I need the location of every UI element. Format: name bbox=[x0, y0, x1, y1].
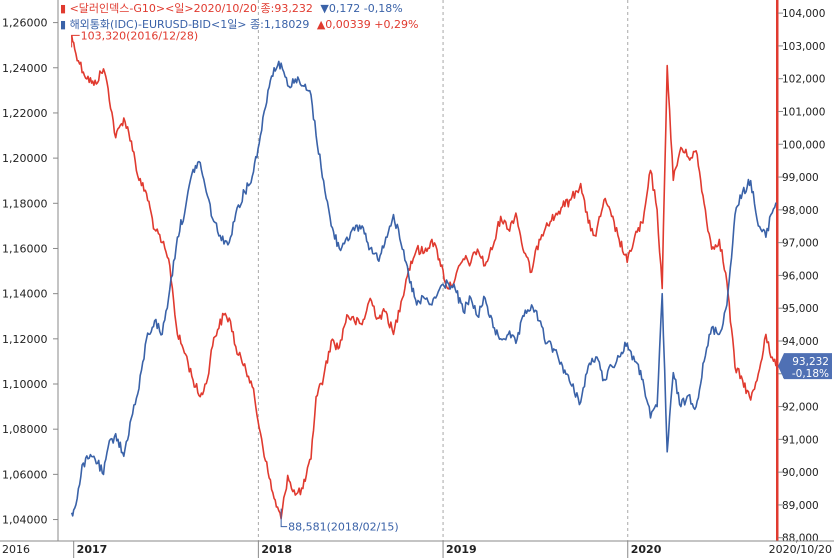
left-tick-label: 1,24000 bbox=[2, 62, 48, 75]
series-layer bbox=[70, 35, 777, 520]
x-tick-label: 2019 bbox=[446, 543, 477, 556]
right-tick-label: 101,000 bbox=[782, 106, 825, 118]
low-annotation-marker bbox=[280, 508, 288, 528]
right-tick-label: 96,000 bbox=[782, 270, 819, 282]
high-annotation-marker bbox=[71, 34, 80, 48]
right-tick-label: 103,000 bbox=[782, 41, 825, 53]
last-value-badge-value: 93,232 bbox=[792, 356, 829, 368]
left-tick-label: 1,08000 bbox=[2, 423, 48, 436]
right-tick-label: 104,000 bbox=[782, 8, 825, 20]
series-line-dollar-index bbox=[70, 35, 777, 520]
right-tick-label: 92,000 bbox=[782, 402, 819, 414]
annotation-layer: 103,320(2016/12/28) 88,581(2018/02/15) bbox=[71, 29, 399, 534]
left-tick-label: 1,14000 bbox=[2, 288, 48, 301]
x-axis: 2016 2017 2018 2019 2020 2020/10/20 bbox=[0, 540, 834, 558]
right-axis-line bbox=[776, 0, 779, 541]
legend-text-dollar-index: <달러인덱스-G10><일>2020/10/20 종:93,232 bbox=[70, 1, 313, 15]
left-tick-label: 1,16000 bbox=[2, 242, 48, 255]
series-line-eurusd bbox=[70, 60, 777, 517]
left-tick-label: 1,04000 bbox=[2, 514, 48, 527]
high-annotation-label: 103,320(2016/12/28) bbox=[81, 29, 198, 42]
x-tick-label: 2017 bbox=[77, 543, 108, 556]
right-tick-label: 89,000 bbox=[782, 500, 819, 512]
legend: ▮ <달러인덱스-G10><일>2020/10/20 종:93,232 ▼0,1… bbox=[60, 1, 418, 31]
left-tick-label: 1,12000 bbox=[2, 333, 48, 346]
x-tick-label: 2016 bbox=[2, 543, 30, 556]
legend-marker-dollar-index: ▮ bbox=[60, 2, 66, 15]
right-tick-label: 100,000 bbox=[782, 139, 825, 151]
right-tick-label: 102,000 bbox=[782, 74, 825, 86]
left-tick-label: 1,10000 bbox=[2, 378, 48, 391]
right-tick-label: 90,000 bbox=[782, 467, 819, 479]
left-tick-label: 1,26000 bbox=[2, 17, 48, 30]
last-value-badge: 93,232 -0,18% bbox=[778, 353, 832, 380]
x-tick-label: 2020 bbox=[631, 543, 662, 556]
legend-text-eurusd: 해외통화(IDC)-EURUSD-BID<1일> 종:1,18029 bbox=[70, 17, 310, 31]
legend-change-eurusd: ▲0,00339 +0,29% bbox=[317, 18, 419, 31]
right-tick-label: 88,000 bbox=[782, 533, 819, 545]
right-tick-label: 98,000 bbox=[782, 205, 819, 217]
right-tick-label: 94,000 bbox=[782, 336, 819, 348]
last-value-badge-shape bbox=[778, 353, 832, 380]
right-tick-label: 99,000 bbox=[782, 172, 819, 184]
svg-text:▮ 해외통화(IDC)-EURUSD-BID<1: ▮ 해외통화(IDC)-EURUSD-BID<1일> 종:1,18029 ▲0,… bbox=[60, 17, 418, 31]
right-tick-label: 95,000 bbox=[782, 303, 819, 315]
legend-marker-eurusd: ▮ bbox=[60, 18, 66, 31]
x-tick-label: 2018 bbox=[261, 543, 292, 556]
left-tick-label: 1,18000 bbox=[2, 197, 48, 210]
low-annotation-label: 88,581(2018/02/15) bbox=[288, 521, 398, 534]
right-tick-label: 91,000 bbox=[782, 434, 819, 446]
x-tick-label: 2020/10/20 bbox=[769, 543, 832, 556]
left-axis: 1,26000 1,24000 1,22000 1,20000 1,18000 1,160… bbox=[2, 0, 59, 541]
left-tick-label: 1,22000 bbox=[2, 107, 48, 120]
right-tick-label: 97,000 bbox=[782, 238, 819, 250]
left-tick-label: 1,20000 bbox=[2, 152, 48, 165]
legend-change-dollar-index: ▼0,172 -0,18% bbox=[320, 2, 402, 15]
svg-text:▮ <달러인덱스-G10><일>2020/10/: ▮ <달러인덱스-G10><일>2020/10/20 종:93,232 ▼0,1… bbox=[60, 1, 403, 15]
left-tick-label: 1,06000 bbox=[2, 468, 48, 481]
last-value-badge-change: -0,18% bbox=[792, 368, 829, 380]
